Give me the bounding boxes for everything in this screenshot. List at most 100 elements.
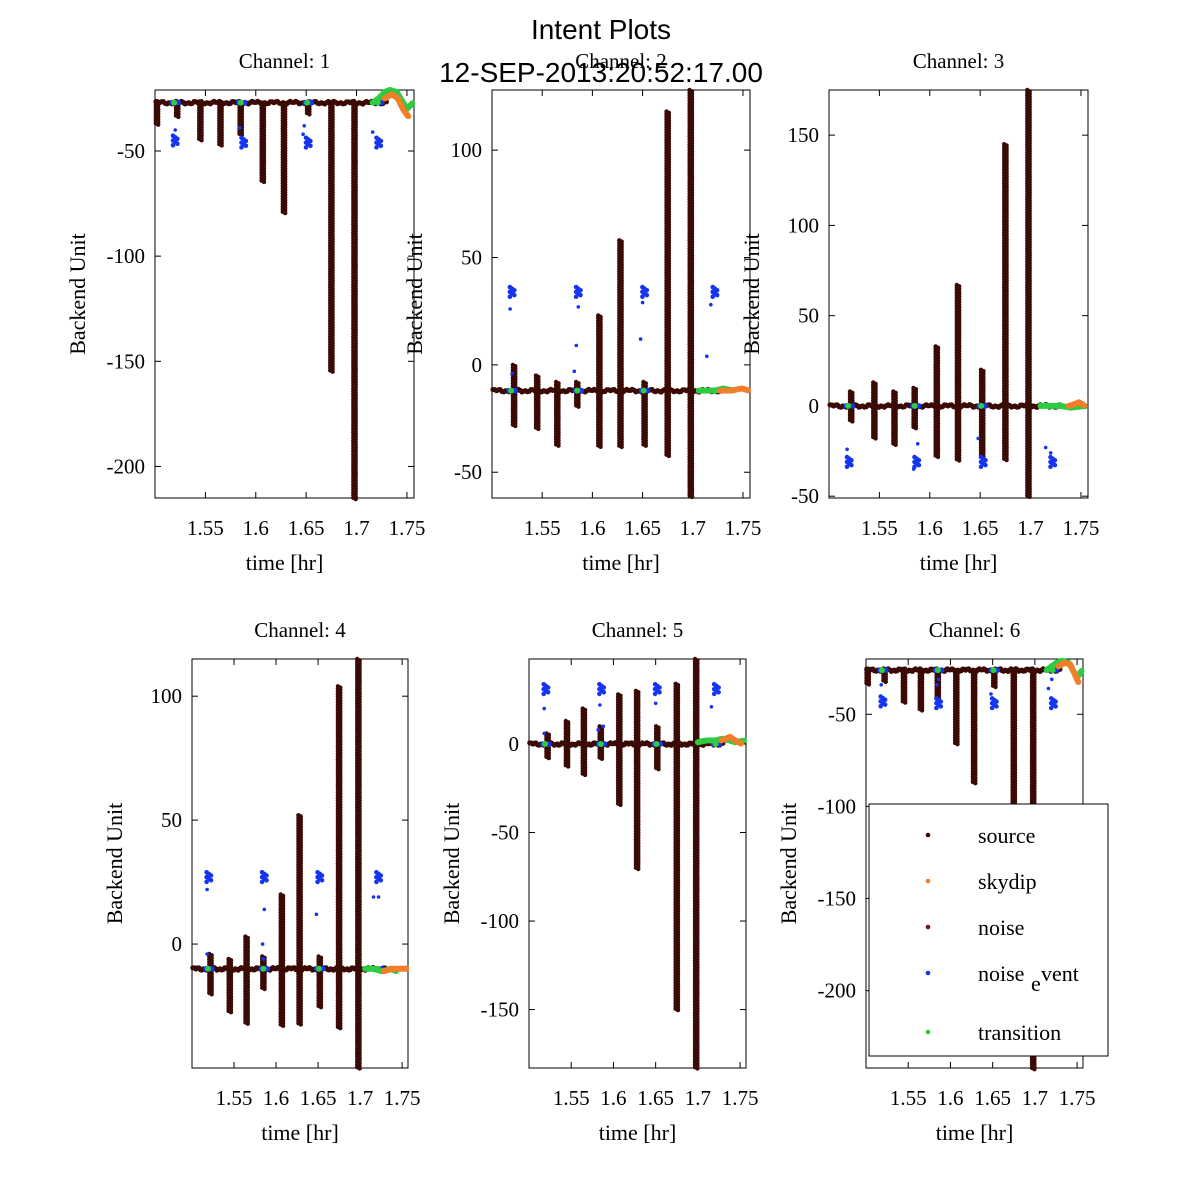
y-tick-label: -50	[454, 460, 482, 484]
noise-event-point	[508, 307, 512, 311]
noise-event-point	[204, 879, 209, 885]
noise-event-point	[378, 143, 384, 149]
noise-event-point	[319, 878, 325, 883]
y-tick-label: 50	[461, 245, 482, 269]
noise-event-point	[173, 128, 177, 132]
noise-event-point	[303, 145, 309, 150]
source-spike-point	[536, 426, 541, 432]
source-spike-point	[338, 1026, 343, 1031]
y-tick-label: -100	[107, 244, 146, 268]
x-axis-label: time [hr]	[246, 550, 324, 575]
transition-point	[205, 965, 211, 972]
noise-event-point	[237, 126, 242, 130]
panel-channel-1: 1.55 1.6 1.65 1.7 1.75-50-100-150-200Channel…	[65, 49, 425, 575]
transition-point	[574, 387, 581, 394]
noise-event-point	[978, 464, 984, 470]
noise-event-point	[374, 879, 379, 885]
y-axis-label: Backend Unit	[739, 233, 764, 355]
noise-event-point	[170, 143, 176, 148]
noise-event-point	[573, 294, 579, 300]
x-tick-label: 1.6	[600, 1086, 626, 1110]
x-tick-label: 1.55	[524, 516, 561, 540]
y-tick-label: 0	[172, 932, 183, 956]
noise-event-point	[243, 138, 249, 144]
y-tick-label: 50	[798, 304, 819, 328]
transition-point	[409, 100, 416, 107]
noise-event-point	[301, 132, 305, 136]
y-tick-label: -50	[791, 484, 819, 508]
noise-event-point	[714, 292, 720, 298]
source-spike-point	[893, 442, 898, 447]
panels: 1.55 1.6 1.65 1.7 1.75-50-100-150-200Channel…	[65, 49, 1099, 1145]
x-tick-label: 1.7	[685, 1086, 711, 1110]
source-spike-point	[199, 138, 204, 143]
x-tick-label: 1.75	[384, 1086, 421, 1110]
source-spike-point	[957, 458, 962, 463]
transition-point	[237, 99, 244, 106]
noise-event-point	[1048, 464, 1053, 470]
source-spike-point	[1004, 457, 1009, 463]
y-tick-label: -200	[107, 454, 146, 478]
x-tick-label: 1.7	[680, 516, 706, 540]
noise-event-point	[1043, 445, 1048, 450]
skydip-point	[403, 965, 410, 972]
y-tick-label: -150	[107, 349, 146, 373]
source-spike-point	[357, 1066, 362, 1071]
data-series	[490, 87, 752, 500]
x-tick-label: 1.55	[553, 1086, 590, 1110]
source-spike-point	[262, 986, 267, 992]
source-spike-point	[245, 1021, 250, 1026]
noise-event-point	[709, 302, 713, 307]
y-axis-label: Backend Unit	[402, 233, 427, 355]
noise-event-point	[175, 141, 180, 146]
x-tick-label: 1.75	[725, 516, 762, 540]
skydip-point	[405, 113, 412, 120]
source-spike-point	[873, 436, 878, 441]
source-spike-point	[353, 496, 358, 502]
source-spike-point	[850, 419, 855, 424]
x-tick-label: 1.7	[347, 1086, 373, 1110]
noise-event-point	[374, 145, 379, 150]
noise-event-point	[239, 145, 244, 150]
noise-event-point	[243, 143, 249, 149]
source-spike-point	[261, 179, 267, 185]
noise-event-point	[983, 462, 988, 468]
panel-title: Channel: 2	[575, 49, 667, 73]
y-tick-label: 100	[151, 684, 183, 708]
noise-event-point	[911, 467, 916, 471]
x-tick-label: 1.55	[861, 516, 898, 540]
noise-event-point	[378, 138, 384, 144]
x-tick-label: 1.6	[263, 1086, 289, 1110]
y-axis-label: Backend Unit	[65, 233, 90, 355]
noise-event-point	[640, 294, 645, 300]
y-tick-label: 0	[809, 394, 820, 418]
source-spike-point	[1027, 494, 1032, 500]
noise-event-point	[302, 124, 307, 128]
noise-event-point	[507, 294, 513, 300]
data-series	[153, 87, 416, 502]
source-spike-point	[513, 423, 518, 429]
noise-event-point	[264, 878, 269, 883]
x-tick-label: 1.55	[187, 516, 224, 540]
noise-event-point	[208, 878, 214, 883]
source-spike-point	[176, 114, 181, 120]
noise-event-point	[260, 942, 265, 946]
noise-event-point	[371, 895, 376, 899]
noise-event-point	[845, 447, 849, 452]
x-tick-label: 1.7	[1017, 516, 1043, 540]
y-tick-label: 0	[472, 353, 483, 377]
noise-event-point	[175, 136, 180, 142]
noise-event-point	[576, 305, 581, 309]
source-spike-point	[935, 454, 941, 460]
x-tick-label: 1.6	[917, 516, 943, 540]
noise-event-point	[314, 912, 319, 917]
noise-event-point	[915, 442, 920, 446]
x-axis-label: time [hr]	[261, 1120, 339, 1145]
source-spike-point	[298, 1022, 303, 1027]
noise-event-point	[370, 130, 375, 134]
source-spike-point	[209, 992, 214, 997]
source-spike-point	[156, 122, 161, 127]
noise-event-point	[644, 292, 650, 298]
